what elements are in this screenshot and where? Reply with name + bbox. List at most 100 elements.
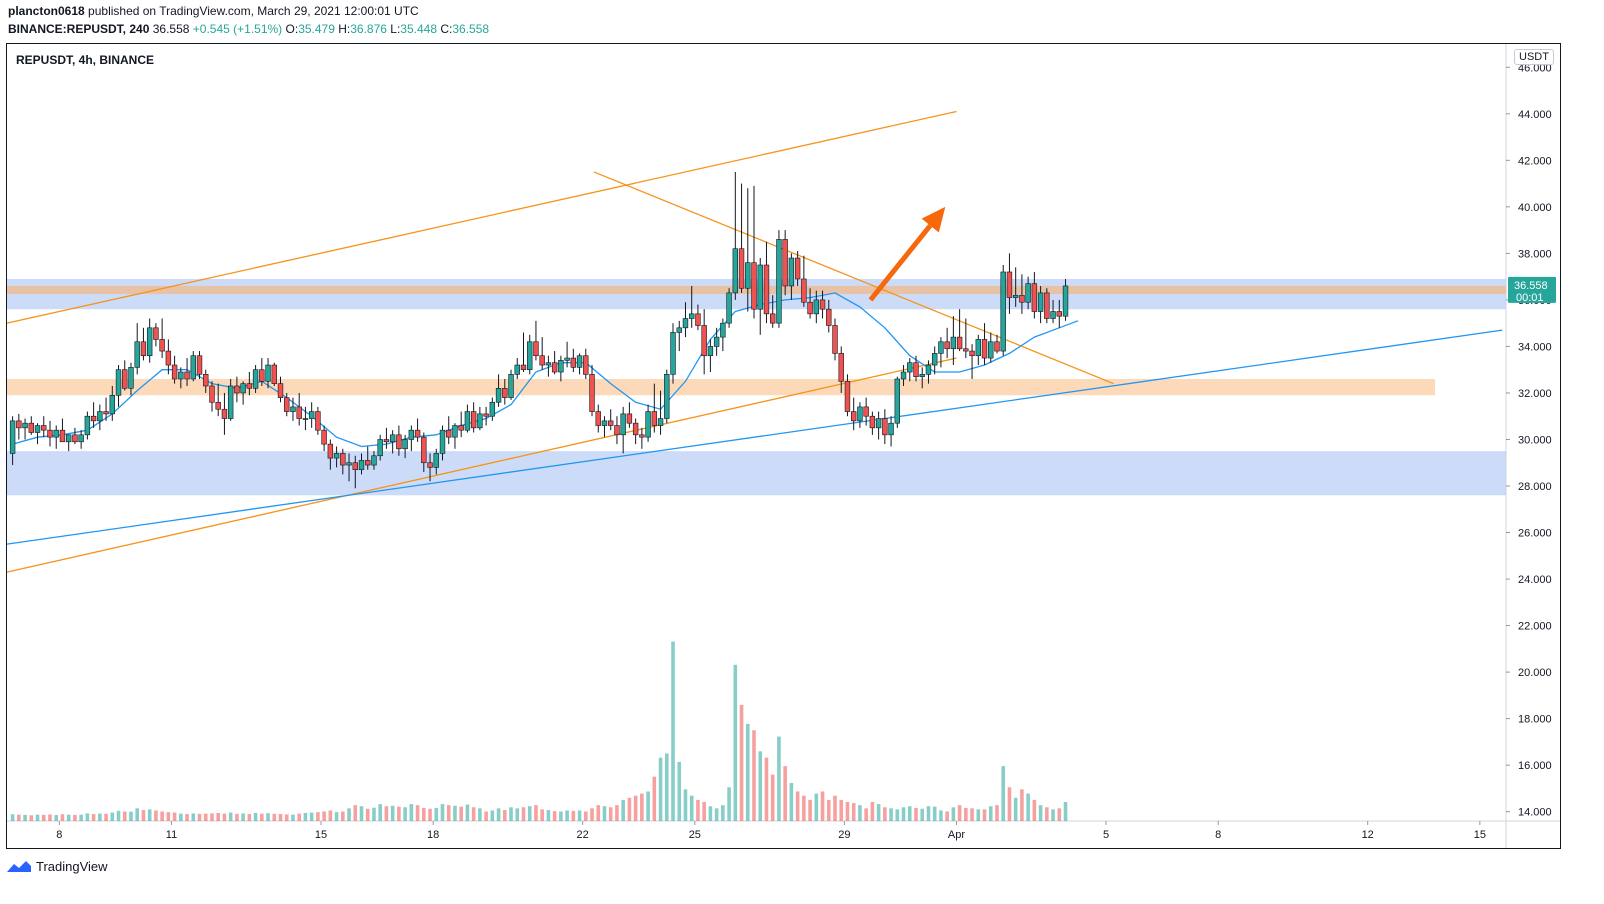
candle-body[interactable] <box>682 318 689 329</box>
candle-body[interactable] <box>377 439 383 457</box>
candle-body[interactable] <box>938 341 944 354</box>
candle-body[interactable] <box>769 313 776 324</box>
candle-body[interactable] <box>203 374 209 387</box>
candle-body[interactable] <box>626 413 633 424</box>
candle-body[interactable] <box>265 364 271 382</box>
candle-body[interactable] <box>371 455 377 466</box>
candle-body[interactable] <box>321 429 327 445</box>
candle-body[interactable] <box>894 378 901 424</box>
candle-body[interactable] <box>28 422 34 433</box>
candle-body[interactable] <box>78 434 84 443</box>
candle-body[interactable] <box>439 429 446 454</box>
candle-body[interactable] <box>950 336 957 350</box>
candle-body[interactable] <box>414 429 421 438</box>
candle-body[interactable] <box>801 278 807 303</box>
candle-body[interactable] <box>763 264 770 315</box>
candle-body[interactable] <box>776 239 782 324</box>
candle-body[interactable] <box>807 301 813 315</box>
candle-body[interactable] <box>608 420 614 426</box>
candle-body[interactable] <box>352 462 358 471</box>
candle-body[interactable] <box>284 397 290 412</box>
candle-body[interactable] <box>732 248 739 294</box>
candle-body[interactable] <box>826 308 832 326</box>
candle-body[interactable] <box>514 364 520 375</box>
candle-body[interactable] <box>919 374 925 377</box>
candle-body[interactable] <box>402 439 408 450</box>
candle-body[interactable] <box>900 371 907 380</box>
candle-body[interactable] <box>277 383 284 398</box>
candle-body[interactable] <box>159 339 165 352</box>
candle-body[interactable] <box>1025 283 1031 303</box>
candle-body[interactable] <box>508 374 514 398</box>
candle-body[interactable] <box>308 411 315 419</box>
candle-body[interactable] <box>907 362 913 373</box>
candle-body[interactable] <box>913 362 919 377</box>
candle-body[interactable] <box>707 346 714 357</box>
candle-body[interactable] <box>165 350 172 366</box>
candle-body[interactable] <box>396 434 402 450</box>
candle-body[interactable] <box>601 420 608 426</box>
candle-body[interactable] <box>844 381 851 412</box>
candle-body[interactable] <box>969 350 975 357</box>
candle-body[interactable] <box>838 353 844 382</box>
candle-body[interactable] <box>527 341 533 370</box>
candle-body[interactable] <box>1037 292 1044 312</box>
candle-body[interactable] <box>1006 271 1013 298</box>
candle-body[interactable] <box>819 299 826 310</box>
candle-body[interactable] <box>34 425 41 433</box>
candle-body[interactable] <box>863 406 869 417</box>
candle-body[interactable] <box>122 369 128 389</box>
candle-body[interactable] <box>738 248 745 289</box>
candle-body[interactable] <box>240 383 246 394</box>
candle-body[interactable] <box>421 436 427 464</box>
candle-body[interactable] <box>981 339 988 359</box>
candle-body[interactable] <box>302 418 309 420</box>
candle-body[interactable] <box>794 257 801 280</box>
candle-body[interactable] <box>464 411 471 431</box>
candle-body[interactable] <box>252 369 259 389</box>
candle-body[interactable] <box>944 341 950 350</box>
candle-body[interactable] <box>146 327 153 357</box>
candle-body[interactable] <box>651 411 658 426</box>
trendline-orange-descending[interactable] <box>593 171 1114 385</box>
candle-body[interactable] <box>433 453 439 468</box>
candle-body[interactable] <box>757 264 763 310</box>
candle-body[interactable] <box>664 374 670 419</box>
candle-body[interactable] <box>53 429 59 438</box>
candle-body[interactable] <box>994 341 1000 352</box>
candle-body[interactable] <box>209 385 215 403</box>
candle-body[interactable] <box>427 462 433 468</box>
candle-body[interactable] <box>389 434 396 443</box>
candle-body[interactable] <box>745 262 751 289</box>
candle-body[interactable] <box>327 443 334 459</box>
candle-body[interactable] <box>1062 285 1069 317</box>
currency-unit-button[interactable]: USDT <box>1514 49 1554 65</box>
candle-body[interactable] <box>346 462 352 466</box>
candle-body[interactable] <box>520 364 527 370</box>
candle-body[interactable] <box>539 355 545 366</box>
candle-body[interactable] <box>221 408 228 419</box>
candle-body[interactable] <box>888 422 894 436</box>
candle-body[interactable] <box>215 401 221 410</box>
candle-body[interactable] <box>614 425 620 436</box>
candle-body[interactable] <box>97 411 103 422</box>
candle-body[interactable] <box>408 429 415 440</box>
candle-body[interactable] <box>632 422 639 436</box>
candle-body[interactable] <box>315 411 321 431</box>
candle-body[interactable] <box>620 413 626 436</box>
trendline-orange-channel-top[interactable] <box>6 110 957 324</box>
candle-body[interactable] <box>483 413 489 417</box>
candle-body[interactable] <box>875 418 882 429</box>
candle-body[interactable] <box>84 415 91 436</box>
candle-body[interactable] <box>72 434 78 443</box>
candle-body[interactable] <box>782 239 788 287</box>
candle-body[interactable] <box>489 401 496 417</box>
chart-frame[interactable] <box>6 43 1561 849</box>
candle-body[interactable] <box>1031 283 1038 312</box>
tradingview-brand[interactable]: TradingView <box>6 857 108 875</box>
candle-body[interactable] <box>645 411 651 438</box>
candle-body[interactable] <box>234 385 240 394</box>
candle-body[interactable] <box>701 325 707 357</box>
candle-body[interactable] <box>869 415 876 429</box>
